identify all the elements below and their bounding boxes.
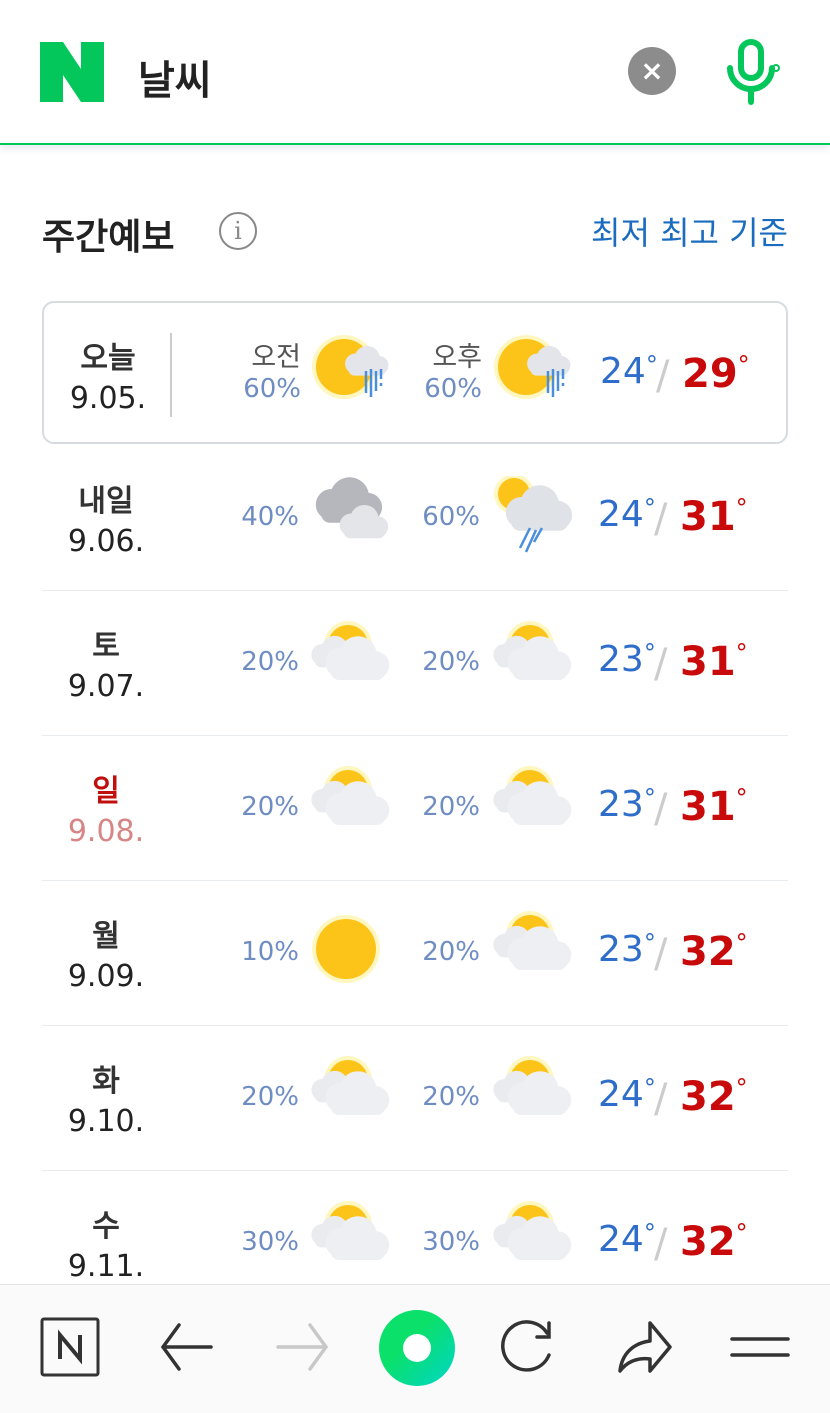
bottom-toolbar [0, 1284, 830, 1413]
high-temp: 32° [680, 929, 748, 975]
temp-separator: / [654, 496, 668, 542]
day-date: 9.06. [67, 524, 145, 559]
day-name: 수 [92, 1209, 120, 1244]
forward-arrow-icon [276, 1323, 329, 1371]
high-temp: 31° [680, 639, 748, 685]
am-rain-chance: 60% [243, 374, 301, 404]
high-temp: 29° [682, 351, 750, 397]
partly-cloudy-rain-icon [494, 476, 573, 553]
search-query[interactable]: 날씨 [138, 58, 212, 104]
temp-separator: / [656, 353, 670, 399]
day-name: 토 [92, 629, 120, 664]
search-header: 날씨 × [0, 0, 830, 145]
close-icon[interactable]: × [628, 47, 676, 95]
high-temp: 32° [680, 1219, 748, 1265]
cloudy-icon [315, 477, 389, 539]
back-arrow-icon[interactable] [155, 1315, 219, 1379]
partly-cloudy-icon [493, 766, 572, 825]
day-date: 9.07. [67, 669, 145, 704]
high-temp: 31° [680, 494, 748, 540]
temp-separator: / [654, 931, 668, 977]
menu-icon[interactable] [728, 1315, 792, 1379]
low-temp: 24° [598, 1074, 656, 1115]
low-temp: 24° [598, 1219, 656, 1260]
am-rain-chance: 20% [241, 647, 299, 677]
temp-separator: / [654, 1076, 668, 1122]
am-rain-chance: 30% [241, 1227, 299, 1257]
partly-cloudy-icon [493, 1056, 572, 1115]
day-date: 9.11. [67, 1249, 145, 1284]
day-name: 일 [92, 774, 120, 809]
pm-rain-chance: 20% [422, 937, 480, 967]
pm-rain-chance: 60% [424, 374, 482, 404]
high-temp: 31° [680, 784, 748, 830]
low-temp: 23° [598, 784, 656, 825]
partly-cloudy-icon [493, 911, 572, 970]
basis-link[interactable]: 최저 최고 기준 [591, 214, 788, 252]
partly-cloudy-icon [311, 766, 390, 825]
pm-rain-chance: 30% [422, 1227, 480, 1257]
forecast-row[interactable]: 화 9.10. 20% 20% 24° / 32° [42, 1026, 788, 1171]
sun-cloud-rain-icon [312, 335, 389, 399]
pm-rain-chance: 20% [422, 1082, 480, 1112]
day-name: 내일 [78, 484, 134, 519]
forecast-row[interactable]: 일 9.08. 20% 20% 23° / 31° [42, 736, 788, 881]
high-temp: 32° [680, 1074, 748, 1120]
forecast-row[interactable]: 월 9.09. 10% 20% 23° / 32° [42, 881, 788, 1026]
temp-separator: / [654, 1221, 668, 1267]
pm-rain-chance: 20% [422, 792, 480, 822]
pm-rain-chance: 20% [422, 647, 480, 677]
partly-cloudy-icon [493, 621, 572, 680]
pm-rain-chance: 60% [422, 502, 480, 532]
am-rain-chance: 20% [241, 1082, 299, 1112]
refresh-icon[interactable] [497, 1315, 561, 1379]
day-date: 9.08. [67, 814, 145, 849]
sunny-icon [312, 915, 380, 983]
partly-cloudy-icon [493, 1201, 572, 1260]
naver-home-icon[interactable] [38, 1315, 102, 1379]
day-name: 월 [92, 919, 120, 954]
am-rain-chance: 20% [241, 792, 299, 822]
forecast-row[interactable]: 토 9.07. 20% 20% 23° / 31° [42, 591, 788, 736]
am-rain-chance: 40% [241, 502, 299, 532]
naver-logo-icon[interactable] [40, 42, 104, 102]
am-label: 오전 [251, 342, 301, 373]
low-temp: 24° [598, 494, 656, 535]
day-name: 화 [92, 1064, 120, 1099]
day-name: 오늘 [80, 341, 136, 376]
partly-cloudy-icon [311, 1201, 390, 1260]
microphone-icon[interactable] [722, 38, 782, 106]
green-dot-icon[interactable] [378, 1309, 456, 1387]
low-temp: 23° [598, 929, 656, 970]
forecast-row[interactable]: 수 9.11. 30% 30% 24° / 32° [42, 1171, 788, 1316]
forecast-row[interactable]: 내일 9.06. 40% 60% 24° / 31° [42, 446, 788, 591]
low-temp: 24° [600, 351, 658, 392]
day-date: 9.10. [67, 1104, 145, 1139]
day-date: 9.09. [67, 959, 145, 994]
low-temp: 23° [598, 639, 656, 680]
share-icon[interactable] [614, 1315, 678, 1379]
am-rain-chance: 10% [241, 937, 299, 967]
forecast-row[interactable]: 오늘 9.05. 오전 60% 오후 60% 24° / 29° [42, 301, 788, 444]
partly-cloudy-icon [311, 1056, 390, 1115]
info-icon[interactable]: i [219, 212, 257, 250]
day-date: 9.05. [69, 381, 147, 416]
section-title: 주간예보 [42, 217, 175, 258]
sun-cloud-rain-icon [494, 335, 571, 399]
divider [170, 333, 172, 417]
temp-separator: / [654, 786, 668, 832]
pm-label: 오후 [432, 342, 482, 373]
partly-cloudy-icon [311, 621, 390, 680]
temp-separator: / [654, 641, 668, 687]
